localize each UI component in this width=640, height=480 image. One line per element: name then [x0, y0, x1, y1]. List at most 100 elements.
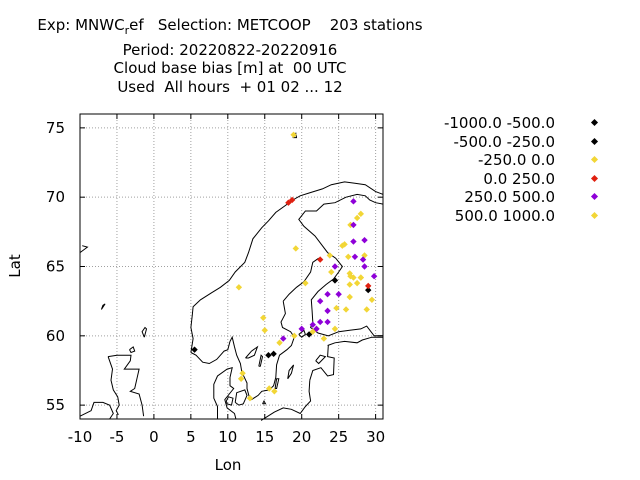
axis-ticks: -10 -5 0 5 10 15 20 25 30 55 60 65 70 75 — [46, 114, 385, 446]
data-point-series-2 — [345, 253, 352, 260]
data-point-series-2 — [271, 388, 278, 395]
data-point-series-5 — [357, 274, 365, 281]
data-point-series-4 — [350, 238, 357, 245]
coastline — [213, 366, 237, 420]
data-point-series-4 — [361, 263, 368, 270]
data-point-series-4 — [350, 221, 357, 229]
data-point-series-1 — [270, 350, 277, 358]
data-point-series-1 — [305, 331, 313, 338]
chart-title: Exp: MNWCref Selection: METCOOP 203 stat… — [0, 16, 460, 96]
y-tick-label: 75 — [46, 119, 65, 137]
data-point-series-2 — [328, 268, 335, 276]
data-point-series-4 — [280, 335, 287, 342]
data-point-series-2 — [331, 325, 339, 333]
legend-entry: -250.0 0.0 — [400, 151, 610, 170]
coastline — [260, 380, 312, 421]
data-point-series-4 — [316, 318, 324, 326]
data-point-series-1 — [265, 352, 272, 359]
data-point-series-2 — [292, 245, 299, 252]
y-tick-label: 55 — [46, 396, 65, 414]
data-point-series-2 — [309, 328, 316, 335]
coastline — [245, 345, 259, 359]
data-point-series-1 — [331, 277, 339, 284]
coastline — [79, 245, 89, 254]
coastline — [234, 389, 248, 406]
coastline — [274, 378, 280, 389]
data-point-series-2 — [326, 252, 333, 259]
data-point-series-4 — [370, 273, 378, 280]
data-point-series-2 — [265, 385, 273, 392]
y-tick-label: 60 — [46, 327, 65, 345]
data-point-series-5 — [346, 293, 353, 301]
y-tick-label: 65 — [46, 258, 65, 276]
legend-entry: -500.0 -250.0 — [400, 133, 610, 152]
coastline — [190, 301, 295, 401]
data-point-series-2 — [239, 370, 246, 377]
data-point-series-1 — [365, 286, 372, 294]
coastline-map — [79, 132, 384, 421]
data-point-series-2 — [353, 279, 361, 287]
x-axis-label: Lon — [215, 456, 242, 474]
legend-marker — [590, 174, 599, 182]
coastline — [107, 356, 120, 416]
data-point-series-2 — [353, 214, 361, 222]
legend-entry: 0.0 250.0 — [400, 170, 610, 189]
legend-marker — [590, 155, 599, 164]
data-point-series-4 — [361, 236, 368, 244]
x-tick-label: 25 — [329, 428, 348, 446]
coastline — [190, 181, 384, 353]
coastline — [79, 401, 114, 420]
title-line-1: Exp: MNWCref Selection: METCOOP 203 stat… — [37, 16, 423, 37]
y-axis-label: Lat — [6, 254, 24, 278]
data-point-series-4 — [324, 291, 331, 298]
data-point-series-4 — [359, 256, 367, 263]
x-tick-label: 5 — [186, 428, 196, 446]
legend: -1000.0 -500.0 -500.0 -250.0 -250.0 0.0 0.0… — [400, 114, 610, 225]
data-point-series-3 — [365, 282, 372, 290]
data-point-series-2 — [341, 241, 348, 248]
data-point-series-3 — [288, 196, 296, 204]
legend-label: 250.0 500.0 — [464, 188, 555, 206]
data-point-series-2 — [237, 375, 245, 382]
legend-label: 500.0 1000.0 — [454, 206, 555, 225]
title-line-2: Period: 20220822-20220916 — [122, 40, 338, 59]
data-point-series-3 — [285, 199, 292, 206]
data-point-series-4 — [298, 325, 305, 333]
title-line-3: Cloud base bias [m] at 00 UTC — [113, 59, 347, 77]
data-point-series-2 — [368, 296, 376, 303]
legend-marker — [590, 211, 599, 219]
data-point-series-2 — [276, 339, 283, 346]
data-point-series-2 — [246, 395, 254, 402]
x-tick-label: 10 — [218, 428, 237, 446]
coastline — [298, 329, 306, 338]
data-point-series-2 — [363, 306, 370, 313]
coastline — [309, 345, 335, 381]
data-point-series-4 — [335, 291, 342, 298]
legend-marker — [590, 118, 599, 127]
y-tick-label: 70 — [46, 188, 65, 206]
x-tick-label: -5 — [109, 428, 124, 446]
x-tick-label: -10 — [68, 428, 93, 446]
data-point-series-2 — [357, 210, 365, 218]
x-tick-label: 20 — [292, 428, 311, 446]
data-point-series-4 — [316, 297, 324, 305]
title-line-4: Used All hours + 01 02 ... 12 — [117, 77, 343, 96]
coastline — [315, 354, 327, 365]
coastline — [258, 354, 264, 367]
legend-marker — [590, 192, 599, 201]
data-point-series-1 — [191, 346, 198, 353]
data-point-series-2 — [320, 335, 328, 342]
coastline — [100, 303, 106, 310]
data-points — [191, 131, 378, 402]
data-point-series-4 — [331, 263, 339, 270]
coastline — [327, 336, 383, 346]
data-point-series-4 — [313, 325, 320, 333]
x-tick-label: 30 — [366, 428, 385, 446]
coastline — [129, 346, 136, 354]
legend-label: 0.0 250.0 — [483, 169, 555, 188]
coastline — [287, 364, 295, 380]
legend-marker — [590, 137, 599, 145]
legend-label: -1000.0 -500.0 — [443, 114, 555, 132]
legend-entry: -1000.0 -500.0 — [400, 114, 610, 133]
